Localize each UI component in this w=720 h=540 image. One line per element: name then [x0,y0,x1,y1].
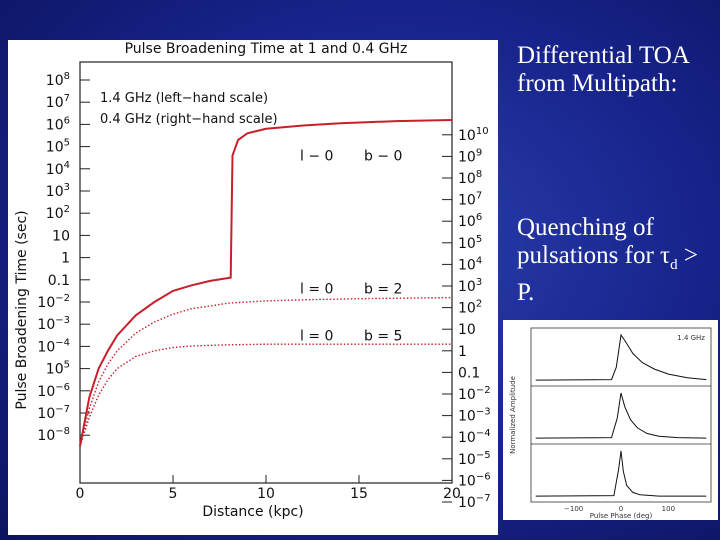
subheading-suffix: > P. [517,242,698,306]
tau-subscript: d [670,257,678,273]
curve-label-l: l − 0 [300,148,333,164]
right-tick-label: 105 [458,234,482,252]
x-tick-label: 15 [350,486,368,502]
left-tick-label: 102 [46,204,70,222]
left-tick-label: 10−3 [37,315,70,333]
right-tick-label: 10−4 [458,428,491,446]
inset-x-axis-label: Pulse Phase (deg) [590,512,653,520]
left-tick-label: 0.1 [48,273,70,289]
inset-x-tick-label: 100 [662,505,675,513]
inset-x-tick-label: 0 [619,505,623,513]
pulse-profile-chart: 1.4 GHz −100 0 100 Pulse Phase (deg) Normaliz… [503,320,718,520]
slide-subheading: Quenching of pulsations for τd > P. [517,214,717,307]
x-tick-label: 5 [169,486,178,502]
right-tick-label: 107 [458,191,482,209]
right-tick-label: 10−7 [458,493,491,511]
inset-x-tick-label: −100 [564,505,583,513]
tau-symbol: τ [660,242,671,269]
subheading-prefix: Quenching of pulsations for [517,214,661,269]
right-tick-label: 0.1 [458,365,480,381]
x-tick-label: 20 [443,486,461,502]
right-tick-label: 109 [458,147,482,165]
curve-label-b: b − 0 [364,148,402,164]
left-tick-label: 103 [46,182,70,200]
left-tick-label: 108 [46,71,70,89]
left-tick-label: 106 [46,115,70,133]
left-tick-label: 10−6 [37,382,70,400]
left-tick-label: 10 [52,228,70,244]
left-tick-label: 10−2 [37,293,70,311]
right-tick-label: 10−3 [458,407,491,425]
right-tick-label: 108 [458,169,482,187]
x-tick-label: 0 [76,486,85,502]
right-tick-label: 10 [458,322,476,338]
right-tick-label: 104 [458,255,482,273]
left-tick-label: 105 [46,360,70,378]
inset-frame [530,327,712,503]
x-tick-label: 10 [257,486,275,502]
right-tick-label: 102 [458,299,482,317]
curve-label-l: l = 0 [300,328,333,344]
inset-profile-3 [535,450,707,497]
left-tick-label: 1 [61,251,70,267]
series-line-3 [79,343,452,447]
series-line-1 [79,119,453,447]
legend-entry: 0.4 GHz (right−hand scale) [100,112,278,127]
right-tick-label: 103 [458,277,482,295]
x-axis-label: Distance (kpc) [202,504,303,520]
left-tick-label: 10−8 [37,426,70,444]
inset-profile-2 [535,392,707,439]
left-tick-label: 107 [46,93,70,111]
right-tick-label: 1 [458,344,467,360]
pulse-profile-svg: 1.4 GHz −100 0 100 Pulse Phase (deg) Normaliz… [509,327,712,520]
curve-label-l: l = 0 [300,282,333,298]
curve-label-b: b = 5 [364,328,402,344]
inset-y-axis-label: Normalized Amplitude [509,376,517,454]
right-tick-label: 1010 [458,126,489,144]
right-tick-label: 106 [458,212,482,230]
right-tick-label: 10−6 [458,471,491,489]
left-tick-label: 104 [46,160,70,178]
inset-panel-label: 1.4 GHz [677,334,705,342]
left-tick-label: 10−4 [37,337,70,355]
inset-profile-1 [535,333,707,381]
left-tick-label: 10−7 [37,404,70,422]
y-axis-label: Pulse Broadening Time (sec) [14,210,30,409]
legend-entry: 1.4 GHz (left−hand scale) [100,91,268,106]
right-tick-label: 10−5 [458,450,491,468]
right-tick-label: 10−2 [458,385,491,403]
pulse-broadening-svg: Pulse Broadening Time at 1 and 0.4 GHz Di… [14,41,491,520]
slide-heading: Differential TOA from Multipath: [517,42,689,97]
curve-label-b: b = 2 [364,282,402,298]
chart-title: Pulse Broadening Time at 1 and 0.4 GHz [125,41,408,57]
left-tick-label: 105 [46,138,70,156]
series-line-2 [79,296,453,447]
pulse-broadening-chart: Pulse Broadening Time at 1 and 0.4 GHz Di… [8,40,498,535]
